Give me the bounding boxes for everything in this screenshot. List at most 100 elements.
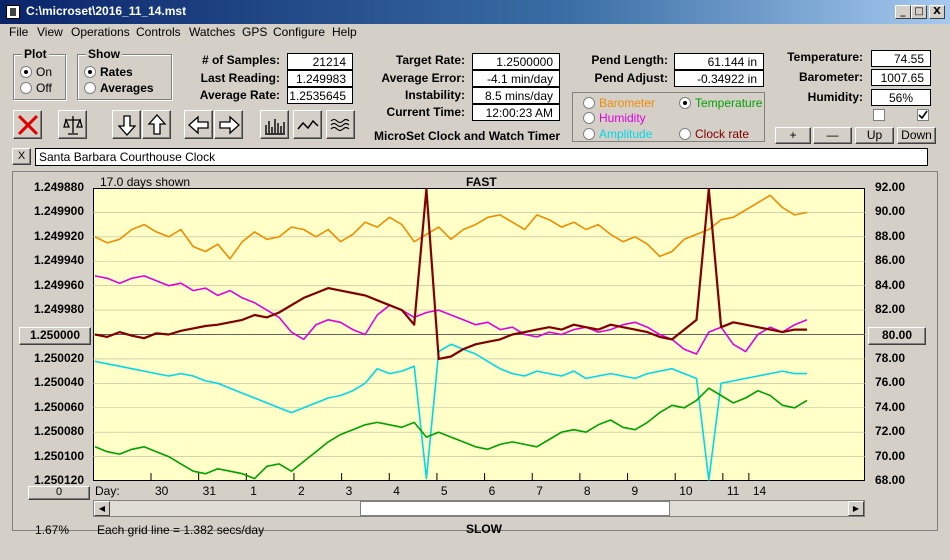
day-tick-label: 10 <box>679 484 693 498</box>
zoom-button[interactable]: 0 <box>28 486 90 500</box>
line-graph-button[interactable] <box>293 110 322 139</box>
app-caption: MicroSet Clock and Watch Timer <box>374 129 561 143</box>
chart-frame <box>12 171 938 531</box>
menu-file[interactable]: File <box>9 25 29 39</box>
humidity-label: Humidity: <box>807 90 863 104</box>
show-rates-radio[interactable]: Rates <box>84 65 133 79</box>
scroll-left-button[interactable] <box>184 110 213 139</box>
balance-button[interactable] <box>58 110 87 139</box>
up-button[interactable]: Up <box>855 127 894 144</box>
show-averages-radio[interactable]: Averages <box>84 81 154 95</box>
plus-button[interactable]: + <box>775 127 811 144</box>
radio-icon <box>583 128 595 140</box>
average-error-label: Average Error: <box>381 71 465 85</box>
left-axis-tick-label: 1.249880 <box>33 180 84 194</box>
chart-scrollbar[interactable]: ◀ ▶ <box>93 500 865 517</box>
pend-length-field[interactable]: 61.144 in <box>674 53 764 70</box>
histogram-button[interactable] <box>260 110 289 139</box>
pend-adjust-label: Pend Adjust: <box>594 71 668 85</box>
plot-off-radio[interactable]: Off <box>20 81 52 95</box>
radio-icon <box>583 112 595 124</box>
window-title: C:\microset\2016_11_14.mst <box>26 4 187 18</box>
param-amplitude-radio[interactable]: Amplitude <box>583 127 652 141</box>
menu-watches[interactable]: Watches <box>189 25 236 39</box>
plot-on-radio[interactable]: On <box>20 65 52 79</box>
param-temperature-label: Temperature <box>695 96 763 110</box>
watch-name-field[interactable]: Santa Barbara Courthouse Clock <box>35 148 928 166</box>
plot-on-label: On <box>36 65 53 79</box>
series-line-clock-rate <box>94 188 807 360</box>
param-temperature-radio[interactable]: Temperature <box>679 96 762 110</box>
right-axis-tick-label: 90.00 <box>875 204 906 219</box>
scroll-right-arrow-icon[interactable]: ▶ <box>848 501 864 516</box>
param-barometer-radio[interactable]: Barometer <box>583 96 655 110</box>
show-group: Show Rates Averages <box>77 47 172 100</box>
day-axis-label: Day: <box>95 484 120 498</box>
show-group-title: Show <box>86 47 122 61</box>
days-shown-label: 17.0 days shown <box>100 175 191 189</box>
radio-icon <box>20 66 32 78</box>
left-axis-tick-label: 1.250060 <box>33 399 84 414</box>
center-rate-button[interactable]: 1.250000 <box>19 327 91 345</box>
left-axis-tick-label: 1.250020 <box>33 350 84 365</box>
scroll-right-button[interactable] <box>214 110 243 139</box>
arrow-left-icon <box>188 115 209 135</box>
minimize-button[interactable]: _ <box>895 5 911 19</box>
line-graph-icon <box>297 119 319 130</box>
right-axis-tick-label: 88.00 <box>875 228 906 243</box>
stop-button[interactable] <box>13 110 42 139</box>
menu-controls[interactable]: Controls <box>136 25 181 39</box>
parameter-selector: Barometer Temperature Humidity Amplitude… <box>572 92 765 142</box>
scroll-down-button[interactable] <box>112 110 141 139</box>
left-axis-tick-label: 1.249940 <box>33 253 84 268</box>
maximize-button[interactable]: □ <box>911 5 927 19</box>
radio-icon <box>583 97 595 109</box>
scrollbar-thumb[interactable] <box>360 501 671 516</box>
current-time-label: Current Time: <box>386 105 465 119</box>
left-axis-tick-label: 1.249980 <box>33 302 84 317</box>
instability-label: Instability: <box>404 88 465 102</box>
menu-view[interactable]: View <box>37 25 63 39</box>
close-button[interactable]: X <box>929 5 945 19</box>
param-barometer-label: Barometer <box>599 96 656 110</box>
last-reading-field: 1.249983 <box>287 70 353 87</box>
right-axis-tick-label: 68.00 <box>875 473 906 487</box>
fast-label: FAST <box>466 175 497 189</box>
grid-note: Each grid line = 1.382 secs/day <box>97 523 265 537</box>
param-humidity-radio[interactable]: Humidity <box>583 111 646 125</box>
left-axis-tick-label: 1.250120 <box>33 473 84 487</box>
day-tick-label: 5 <box>440 484 448 498</box>
menu-configure[interactable]: Configure <box>273 25 326 39</box>
day-tick-label: 2 <box>297 484 305 498</box>
radio-icon <box>84 66 96 78</box>
wave-graph-button[interactable] <box>326 110 355 139</box>
param-clock-rate-radio[interactable]: Clock rate <box>679 127 749 141</box>
day-tick-label: 31 <box>202 484 216 498</box>
right-axis-tick-label: 86.00 <box>875 253 906 268</box>
average-rate-field: 1.2535645 <box>287 87 353 104</box>
menu-operations[interactable]: Operations <box>71 25 130 39</box>
checkbox-unchecked[interactable] <box>873 109 885 121</box>
instability-field: 8.5 mins/day <box>472 87 560 104</box>
chart-gridlines <box>93 212 865 481</box>
arrow-up-icon <box>147 114 167 135</box>
series-line-barometer <box>94 194 808 260</box>
day-tick-label: 30 <box>155 484 169 498</box>
target-rate-field[interactable]: 1.2500000 <box>472 53 560 70</box>
checkbox-checked[interactable] <box>917 109 929 121</box>
target-rate-label: Target Rate: <box>395 53 465 67</box>
clear-watch-button[interactable]: X <box>12 148 31 165</box>
minus-button[interactable]: — <box>813 127 852 144</box>
slow-label: SLOW <box>466 522 502 536</box>
menu-help[interactable]: Help <box>332 25 357 39</box>
menu-gps[interactable]: GPS <box>242 25 268 39</box>
samples-field: 21214 <box>287 53 353 70</box>
scroll-up-button[interactable] <box>142 110 171 139</box>
scroll-left-arrow-icon[interactable]: ◀ <box>94 501 110 516</box>
rate-chart[interactable] <box>93 188 865 481</box>
center-param-button[interactable]: 80.00 <box>868 327 926 345</box>
down-button[interactable]: Down <box>897 127 936 144</box>
checkmark-icon <box>918 110 928 120</box>
last-reading-label: Last Reading: <box>200 71 280 85</box>
left-axis-tick-label: 1.250040 <box>33 375 84 390</box>
